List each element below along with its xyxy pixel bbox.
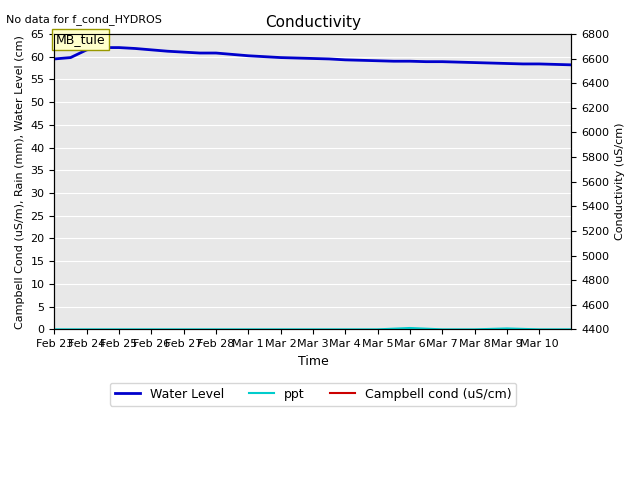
Legend: Water Level, ppt, Campbell cond (uS/cm): Water Level, ppt, Campbell cond (uS/cm): [109, 383, 516, 406]
X-axis label: Time: Time: [298, 355, 328, 368]
ppt: [374, 326, 381, 332]
Water Level: [341, 57, 349, 63]
Water Level: [293, 55, 301, 61]
ppt: [438, 326, 446, 332]
Water Level: [535, 61, 543, 67]
Water Level: [164, 48, 172, 54]
Water Level: [260, 54, 268, 60]
Water Level: [454, 59, 462, 65]
Y-axis label: Conductivity (uS/cm): Conductivity (uS/cm): [615, 123, 625, 240]
Water Level: [228, 51, 236, 57]
Water Level: [244, 53, 252, 59]
ppt: [83, 326, 90, 332]
Water Level: [552, 61, 559, 67]
ppt: [503, 325, 511, 331]
Water Level: [390, 59, 397, 64]
Water Level: [196, 50, 204, 56]
Water Level: [51, 56, 58, 62]
Water Level: [568, 62, 575, 68]
Water Level: [115, 45, 123, 50]
Water Level: [438, 59, 446, 64]
Water Level: [487, 60, 495, 66]
Water Level: [519, 61, 527, 67]
ppt: [568, 326, 575, 332]
Water Level: [99, 45, 107, 50]
ppt: [535, 326, 543, 332]
Water Level: [212, 50, 220, 56]
ppt: [212, 326, 220, 332]
Water Level: [503, 60, 511, 66]
Water Level: [422, 59, 430, 64]
Text: MB_tule: MB_tule: [56, 33, 106, 46]
Water Level: [147, 47, 155, 53]
Text: No data for f_cond_HYDROS: No data for f_cond_HYDROS: [6, 14, 163, 25]
Water Level: [358, 58, 365, 63]
Water Level: [470, 60, 478, 65]
ppt: [341, 326, 349, 332]
ppt: [147, 326, 155, 332]
ppt: [180, 326, 188, 332]
ppt: [244, 326, 252, 332]
ppt: [115, 326, 123, 332]
Water Level: [309, 56, 317, 61]
Water Level: [374, 58, 381, 64]
Title: Conductivity: Conductivity: [265, 15, 361, 30]
Water Level: [67, 55, 74, 60]
Water Level: [131, 46, 139, 51]
Water Level: [180, 49, 188, 55]
Line: ppt: ppt: [54, 328, 572, 329]
ppt: [406, 325, 413, 331]
ppt: [51, 326, 58, 332]
Y-axis label: Campbell Cond (uS/m), Rain (mm), Water Level (cm): Campbell Cond (uS/m), Rain (mm), Water L…: [15, 35, 25, 329]
Water Level: [406, 59, 413, 64]
Water Level: [83, 47, 90, 53]
Water Level: [276, 55, 284, 60]
Water Level: [325, 56, 333, 62]
ppt: [470, 326, 478, 332]
ppt: [276, 326, 284, 332]
Line: Water Level: Water Level: [54, 48, 572, 65]
ppt: [309, 326, 317, 332]
